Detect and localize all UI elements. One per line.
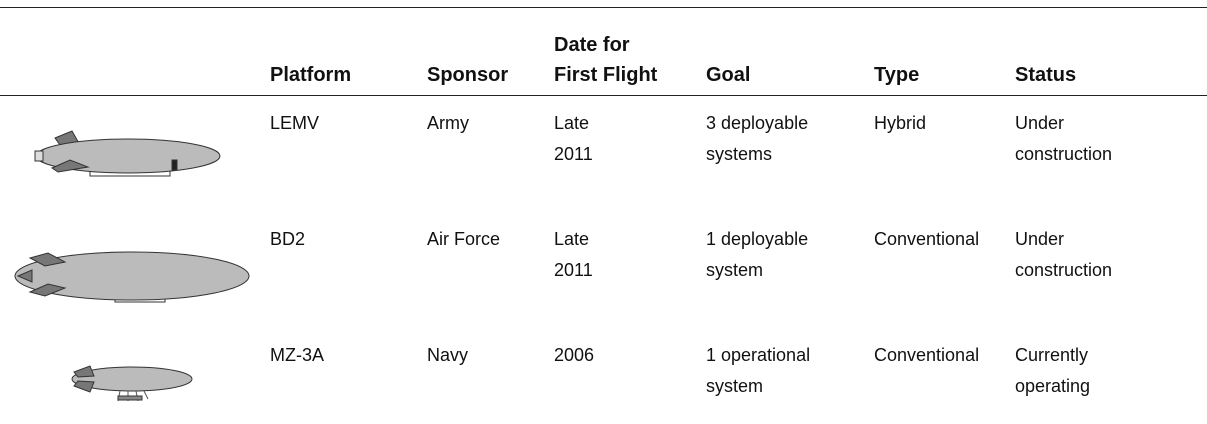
cell-text: Conventional: [874, 340, 979, 371]
table-cell: Air Force: [427, 224, 500, 255]
mz3a-icon: [72, 366, 192, 401]
cell-text: 2011: [554, 139, 593, 170]
cell-text: Conventional: [874, 224, 979, 255]
cell-text: Army: [427, 108, 469, 139]
table-cell: Army: [427, 108, 469, 139]
cell-text: Goal: [706, 60, 750, 90]
page: Platform Sponsor Date forFirst Flight Goal T…: [0, 0, 1207, 424]
cell-text: Platform: [270, 60, 351, 90]
cell-text: Air Force: [427, 224, 500, 255]
airship-icons: [0, 0, 260, 424]
cell-text: Date for: [554, 30, 657, 60]
cell-text: system: [706, 371, 810, 402]
cell-text: construction: [1015, 255, 1112, 286]
cell-text: construction: [1015, 139, 1112, 170]
header-cell: Type: [874, 26, 919, 90]
cell-text: Late: [554, 108, 593, 139]
table-cell: BD2: [270, 224, 305, 255]
cell-text: LEMV: [270, 108, 319, 139]
table-cell: Hybrid: [874, 108, 926, 139]
cell-text: Late: [554, 224, 593, 255]
table-cell: LEMV: [270, 108, 319, 139]
table-cell: Navy: [427, 340, 468, 371]
header-cell: Platform: [270, 26, 351, 90]
cell-text: 1 operational: [706, 340, 810, 371]
cell-text: Type: [874, 60, 919, 90]
header-cell: Goal: [706, 26, 750, 90]
table-cell: Conventional: [874, 224, 979, 255]
cell-text: system: [706, 255, 808, 286]
cell-text: 2006: [554, 340, 594, 371]
table-cell: Conventional: [874, 340, 979, 371]
header-cell: Sponsor: [427, 26, 508, 90]
cell-text: Hybrid: [874, 108, 926, 139]
lemv-icon: [35, 131, 220, 176]
cell-text: First Flight: [554, 60, 657, 90]
cell-text: BD2: [270, 224, 305, 255]
cell-text: Under: [1015, 224, 1112, 255]
cell-text: Sponsor: [427, 60, 508, 90]
cell-text: systems: [706, 139, 808, 170]
cell-text: operating: [1015, 371, 1090, 402]
bd2-icon: [15, 252, 249, 302]
table-cell: MZ-3A: [270, 340, 324, 371]
cell-text: MZ-3A: [270, 340, 324, 371]
cell-text: 3 deployable: [706, 108, 808, 139]
cell-text: Under: [1015, 108, 1112, 139]
cell-text: Navy: [427, 340, 468, 371]
cell-text: Currently: [1015, 340, 1090, 371]
header-cell: Status: [1015, 26, 1076, 90]
cell-text: Status: [1015, 60, 1076, 90]
cell-text: 2011: [554, 255, 593, 286]
cell-text: 1 deployable: [706, 224, 808, 255]
table-cell: 2006: [554, 340, 594, 371]
